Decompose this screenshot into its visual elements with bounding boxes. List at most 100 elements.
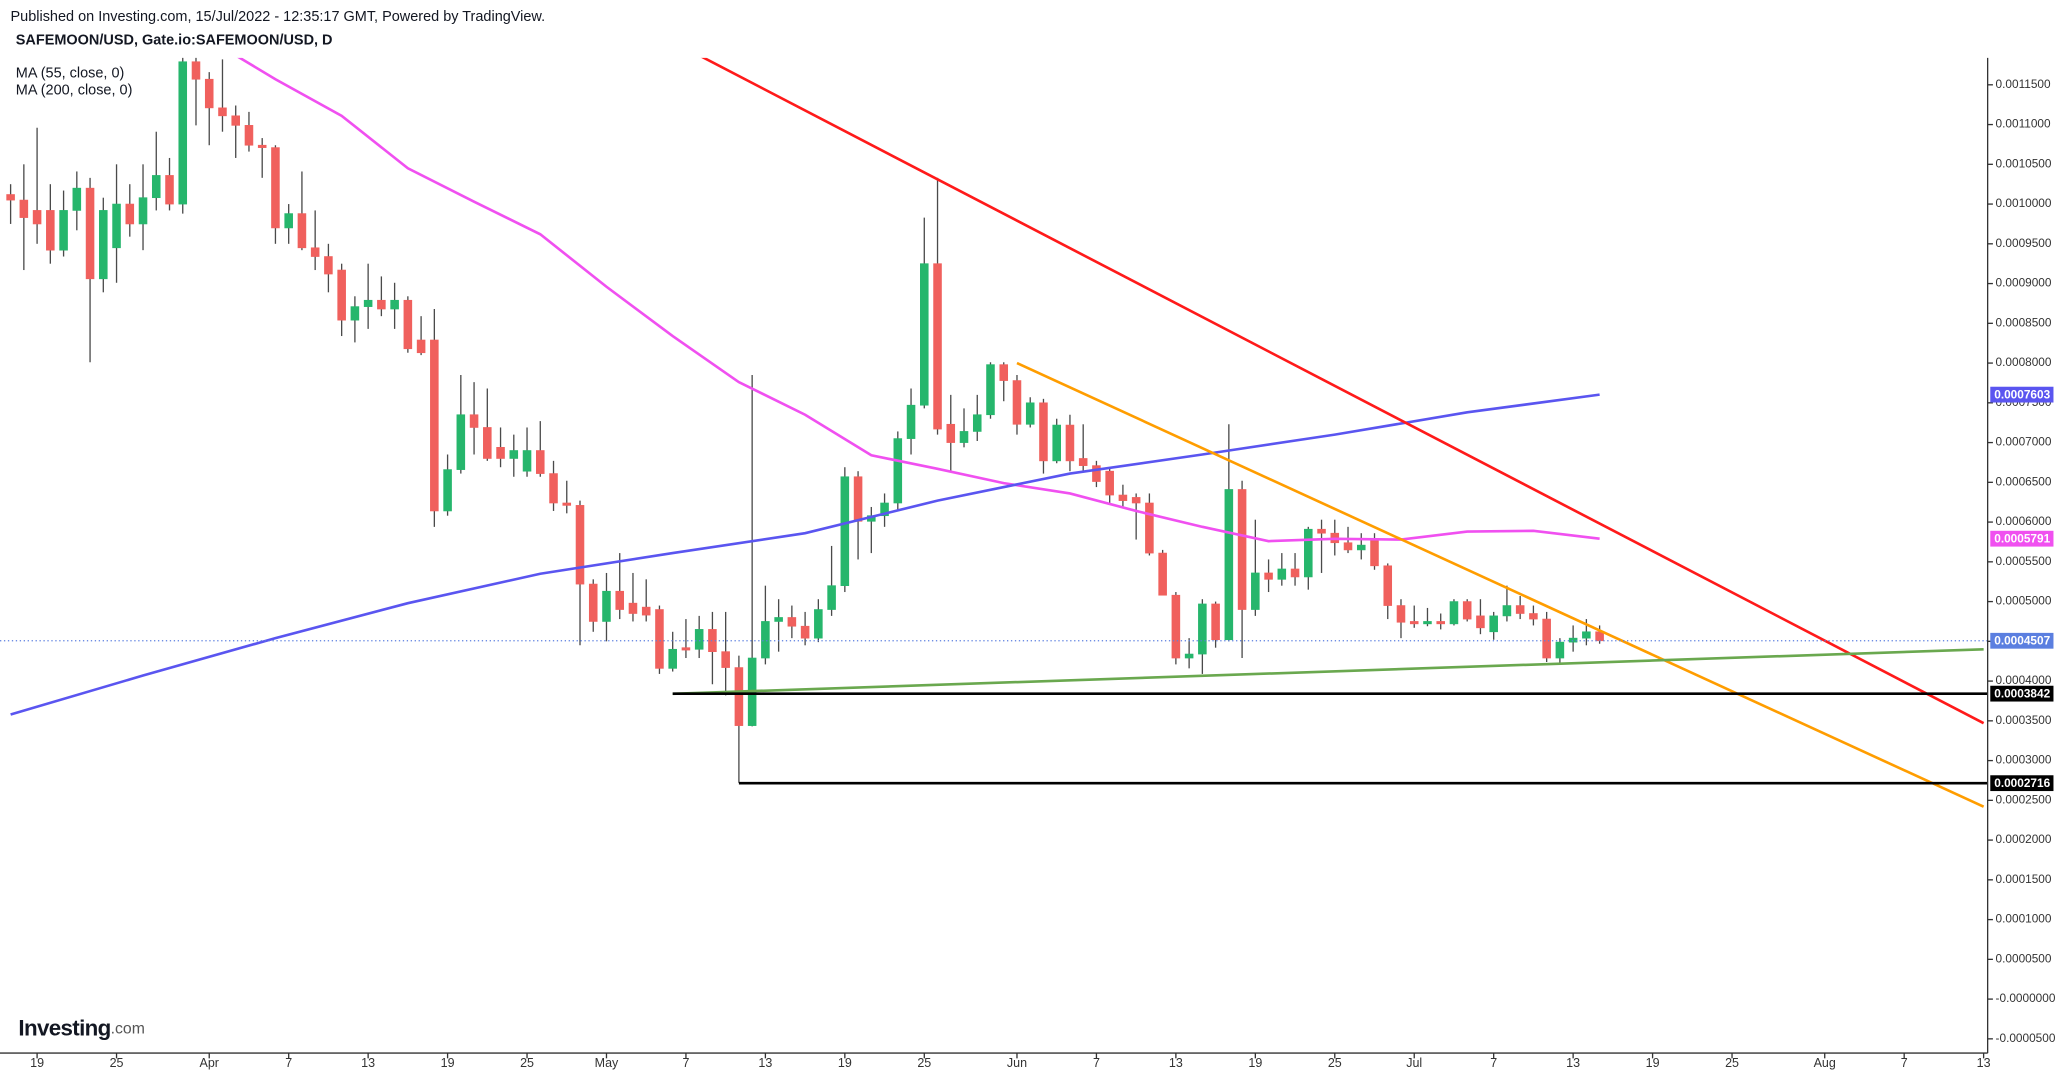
candle-body <box>602 590 611 622</box>
y-tick-label: 0.0000500 <box>1996 951 2052 965</box>
candle-body <box>827 585 836 610</box>
candle-body <box>32 210 42 225</box>
candle-body <box>1290 568 1300 578</box>
candle-body <box>853 476 863 522</box>
x-tick-label: 7 <box>1490 1056 1497 1070</box>
x-tick-label: 7 <box>1901 1056 1908 1070</box>
candle-body <box>575 505 585 585</box>
x-tick-label: 19 <box>30 1056 44 1070</box>
candle-body <box>297 213 307 249</box>
x-tick-label: 19 <box>1248 1056 1262 1070</box>
y-tick-label: 0.0009000 <box>1996 276 2052 290</box>
y-tick-label: 0.0008500 <box>1996 315 2052 329</box>
candle-body <box>1423 621 1432 625</box>
candle-body <box>1582 631 1591 639</box>
candle-body <box>178 61 188 205</box>
x-tick-label: 25 <box>1328 1056 1342 1070</box>
candle-body <box>456 414 466 470</box>
y-tick-label: 0.0011500 <box>1996 77 2051 91</box>
candle-body <box>1131 497 1141 504</box>
candle-body <box>85 187 95 280</box>
candle-body <box>840 476 850 587</box>
candle-body <box>920 263 929 406</box>
candle-body <box>1158 552 1167 596</box>
candle-body <box>893 438 903 504</box>
x-tick-label: 7 <box>285 1056 292 1070</box>
candle-body <box>310 247 320 257</box>
x-tick-label: 13 <box>1169 1056 1183 1070</box>
candle-body <box>1198 603 1207 655</box>
price-marker <box>1990 775 2054 792</box>
candle-body <box>509 450 519 459</box>
candle-body <box>390 299 399 310</box>
candle-body <box>999 364 1009 381</box>
price-marker-label: 0.0003842 <box>1994 686 2050 700</box>
candle-body <box>1092 465 1101 482</box>
candle-body <box>655 609 664 669</box>
price-marker-label: 0.0005791 <box>1994 531 2050 545</box>
candle-body <box>1396 605 1406 623</box>
ma-line <box>10 393 1600 716</box>
plot-area <box>0 57 1988 808</box>
candle-body <box>1436 621 1445 625</box>
candle-body <box>99 210 108 280</box>
candle-body <box>72 187 82 211</box>
x-tick-label: 13 <box>361 1056 375 1070</box>
candle-body <box>774 617 783 622</box>
candle-body <box>1476 615 1485 629</box>
x-tick-label: 7 <box>682 1056 689 1070</box>
candle-body <box>1012 380 1022 425</box>
x-tick-label: 13 <box>1566 1056 1580 1070</box>
y-tick-label: 0.0004000 <box>1996 673 2052 687</box>
y-tick-label: 0.0007000 <box>1996 435 2052 449</box>
candle-body <box>549 473 558 504</box>
y-tick-label: 0.0006000 <box>1996 514 2052 528</box>
candle-body <box>880 502 889 517</box>
candle-body <box>721 651 730 668</box>
candle-body <box>138 197 148 225</box>
candle-body <box>1052 424 1061 462</box>
candle-body <box>377 299 386 310</box>
candle-body <box>787 617 797 627</box>
candle-body <box>416 339 426 354</box>
candle-body <box>1145 502 1154 554</box>
candle-body <box>430 339 439 512</box>
candle-body <box>257 144 267 148</box>
candle-body <box>933 263 942 430</box>
x-tick-label: 13 <box>1977 1056 1991 1070</box>
x-tick-label: May <box>595 1056 619 1070</box>
x-tick-label: Jun <box>1007 1056 1027 1070</box>
x-tick-label: 13 <box>758 1056 772 1070</box>
logo-main: Investing <box>18 1015 110 1040</box>
logo-suffix: .com <box>111 1021 145 1038</box>
x-tick-label: Jul <box>1406 1056 1422 1070</box>
candle-body <box>1409 621 1419 625</box>
axes: 0.0011500 0.0011000 0.0010500 0.0010000 0.00… <box>30 77 2056 1070</box>
candle-body <box>403 299 413 350</box>
candle-body <box>1542 618 1551 659</box>
candle-body <box>483 427 492 459</box>
candle-body <box>1304 528 1313 578</box>
x-tick-label: Apr <box>200 1056 219 1070</box>
logo: Investing.com <box>18 1015 144 1040</box>
candle-body <box>1370 539 1379 567</box>
candle-body <box>1211 603 1220 641</box>
candle-body <box>986 364 995 416</box>
candle-body <box>46 210 55 251</box>
price-marker-label: 0.0002716 <box>1994 776 2050 790</box>
candle-body <box>1025 402 1035 425</box>
candle-body <box>800 625 810 639</box>
candle-body <box>906 404 916 439</box>
y-tick-label: 0.0005500 <box>1996 554 2052 568</box>
candle-body <box>363 299 373 307</box>
candle-body <box>469 414 479 428</box>
trend-line <box>701 57 1985 725</box>
legend-entry: MA (55, close, 0) <box>16 66 125 82</box>
candle-body <box>1237 489 1247 610</box>
y-tick-label: -0.0000500 <box>1996 1031 2056 1045</box>
candle-body <box>1277 568 1287 580</box>
candle-body <box>1529 613 1538 620</box>
candle-body <box>761 621 770 659</box>
y-tick-label: 0.0011000 <box>1996 117 2051 131</box>
